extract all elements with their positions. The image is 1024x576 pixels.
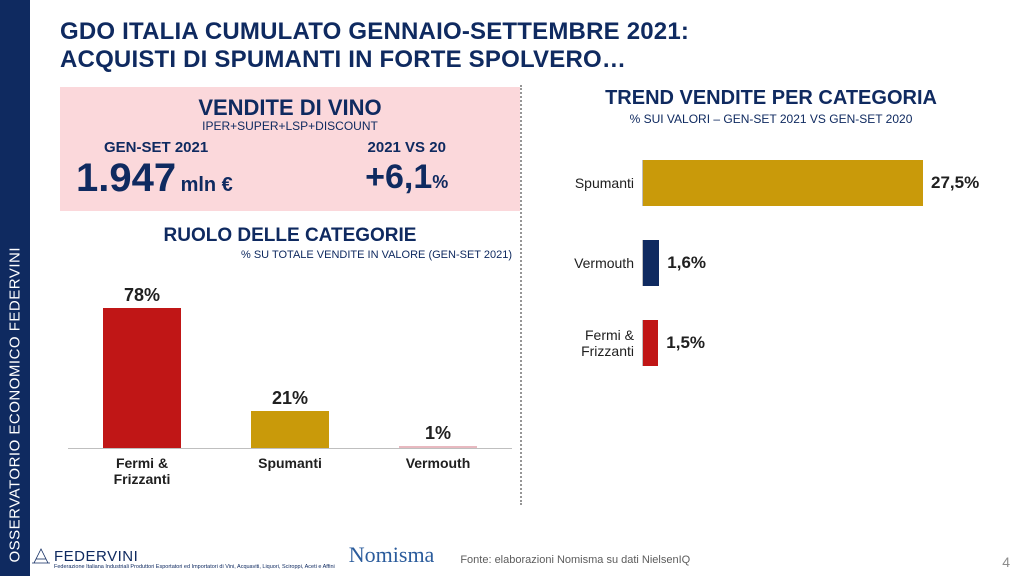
trend-bar-rect (643, 240, 659, 286)
sales-delta-unit: % (432, 172, 448, 192)
trend-bar-row: Vermouth 1,6% (546, 240, 996, 286)
category-bar-value: 78% (124, 285, 160, 306)
category-bar-label: Spumanti (230, 455, 350, 487)
category-labels-row: Fermi &Frizzanti Spumanti Vermouth (60, 449, 520, 487)
sales-delta: +6,1 (365, 158, 432, 196)
footer: FEDERVINI Federazione Italiana Industria… (30, 544, 1012, 570)
trend-bar-label: Vermouth (546, 255, 642, 271)
nomisma-logo: Nomisma (349, 542, 435, 568)
page-number: 4 (1002, 554, 1010, 570)
main: GDO ITALIA CUMULATO GENNAIO-SETTEMBRE 20… (30, 0, 1024, 576)
left-panel: VENDITE DI VINO IPER+SUPER+LSP+DISCOUNT … (60, 87, 520, 505)
category-bar-chart: 78% 21% 1% (60, 268, 520, 448)
category-bar-rect (103, 308, 181, 448)
category-bar-value: 21% (272, 388, 308, 409)
sales-value: 1.947 (76, 156, 176, 200)
category-bar: 21% (230, 388, 350, 449)
trend-bar-value: 27,5% (931, 173, 979, 193)
sales-period-label: GEN-SET 2021 (104, 139, 309, 156)
trend-title: TREND VENDITE PER CATEGORIA (546, 87, 996, 110)
category-bar-value: 1% (425, 423, 451, 444)
category-bar-rect (399, 446, 477, 448)
sales-unit: mln € (181, 174, 233, 196)
title-line1: GDO ITALIA CUMULATO GENNAIO-SETTEMBRE 20… (60, 18, 689, 45)
federvini-crest-icon (30, 545, 52, 570)
sales-vs-label: 2021 VS 20 (309, 139, 504, 156)
source-text: Fonte: elaborazioni Nomisma su dati Niel… (460, 554, 690, 566)
trend-bar-rect (643, 320, 658, 366)
page-title: GDO ITALIA CUMULATO GENNAIO-SETTEMBRE 20… (60, 18, 996, 73)
sales-subtitle: IPER+SUPER+LSP+DISCOUNT (76, 119, 504, 133)
category-bar-label: Fermi &Frizzanti (82, 455, 202, 487)
category-bar: 78% (82, 285, 202, 448)
trend-bar-label: Fermi &Frizzanti (546, 327, 642, 359)
trend-subtitle: % SUI VALORI – GEN-SET 2021 VS GEN-SET 2… (546, 112, 996, 126)
federvini-logo: FEDERVINI Federazione Italiana Industria… (54, 548, 335, 571)
title-line2: ACQUISTI DI SPUMANTI IN FORTE SPOLVERO… (60, 46, 626, 73)
category-bar: 1% (378, 423, 498, 448)
trend-bar-track: 1,5% (642, 320, 996, 366)
trend-bar-chart: Spumanti 27,5% Vermouth 1,6% Fermi &Frizzant… (546, 160, 996, 366)
trend-bar-row: Fermi &Frizzanti 1,5% (546, 320, 996, 366)
trend-bar-track: 1,6% (642, 240, 996, 286)
federvini-brand: FEDERVINI (54, 548, 138, 565)
sidebar-label: OSSERVATORIO ECONOMICO FEDERVINI (7, 247, 24, 563)
trend-bar-rect (643, 160, 923, 206)
sales-box: VENDITE DI VINO IPER+SUPER+LSP+DISCOUNT … (60, 87, 520, 211)
category-bar-label: Vermouth (378, 455, 498, 487)
category-bar-rect (251, 411, 329, 449)
category-title: RUOLO DELLE CATEGORIE (60, 225, 520, 247)
federvini-tagline: Federazione Italiana Industriali Produtt… (54, 565, 335, 571)
trend-bar-row: Spumanti 27,5% (546, 160, 996, 206)
trend-bar-label: Spumanti (546, 175, 642, 191)
trend-bar-value: 1,5% (666, 333, 705, 353)
trend-bar-track: 27,5% (642, 160, 996, 206)
category-subtitle: % SU TOTALE VENDITE IN VALORE (GEN-SET 2… (60, 249, 520, 262)
sidebar: OSSERVATORIO ECONOMICO FEDERVINI (0, 0, 30, 576)
sales-title: VENDITE DI VINO (76, 95, 504, 121)
trend-bar-value: 1,6% (667, 253, 706, 273)
right-panel: TREND VENDITE PER CATEGORIA % SUI VALORI… (522, 87, 996, 505)
